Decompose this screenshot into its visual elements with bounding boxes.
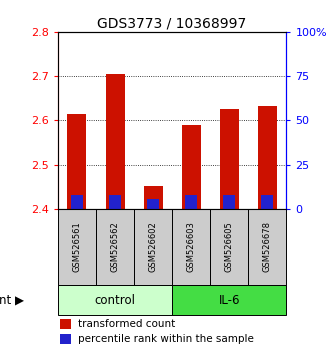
Text: GSM526678: GSM526678	[263, 221, 272, 273]
Bar	[96, 209, 134, 285]
Text: agent ▶: agent ▶	[0, 293, 24, 307]
Text: IL-6: IL-6	[218, 293, 240, 307]
Text: control: control	[95, 293, 135, 307]
Bar	[106, 74, 124, 209]
Bar	[109, 195, 121, 209]
Bar	[134, 209, 172, 285]
Bar	[58, 209, 96, 285]
Bar	[258, 106, 277, 209]
Bar	[60, 319, 71, 329]
Text: GSM526602: GSM526602	[149, 222, 158, 272]
Bar	[185, 195, 197, 209]
Bar	[248, 209, 286, 285]
Bar	[220, 109, 239, 209]
Bar	[68, 114, 86, 209]
Bar	[172, 285, 286, 315]
Bar	[147, 199, 159, 209]
Bar	[58, 285, 172, 315]
Bar	[261, 195, 273, 209]
Text: GSM526605: GSM526605	[225, 222, 234, 272]
Text: GSM526562: GSM526562	[111, 222, 119, 272]
Bar	[144, 186, 163, 209]
Bar	[71, 195, 83, 209]
Text: GSM526561: GSM526561	[72, 222, 81, 272]
Bar	[182, 125, 201, 209]
Bar	[172, 209, 210, 285]
Text: GSM526603: GSM526603	[187, 222, 196, 272]
Title: GDS3773 / 10368997: GDS3773 / 10368997	[98, 17, 247, 31]
Bar	[60, 334, 71, 344]
Bar	[223, 195, 235, 209]
Bar	[210, 209, 248, 285]
Text: percentile rank within the sample: percentile rank within the sample	[78, 334, 254, 344]
Text: transformed count: transformed count	[78, 319, 175, 329]
